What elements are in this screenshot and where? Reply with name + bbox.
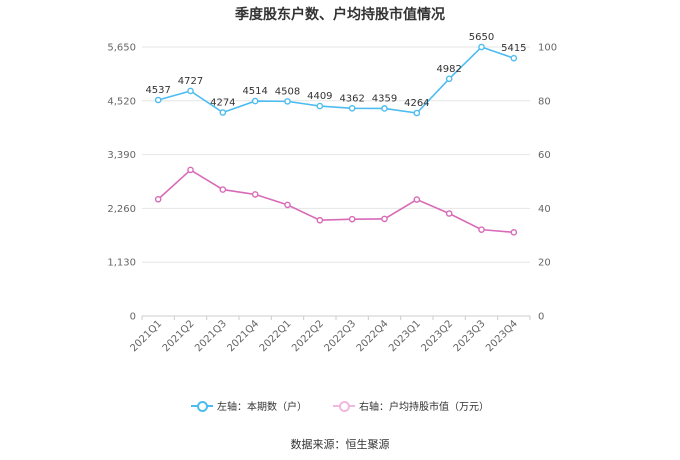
chart-title: 季度股东户数、户均持股市值情况	[235, 7, 445, 23]
data-point	[284, 201, 291, 209]
data-point	[381, 105, 388, 112]
x-tick-label: 2022Q1	[258, 318, 294, 354]
data-label: 4264	[404, 98, 429, 109]
x-tick-label: 2021Q3	[193, 318, 229, 354]
y-left-tick-label: 2,260	[107, 204, 136, 215]
series-line-1	[157, 168, 514, 234]
data-point	[348, 105, 356, 112]
data-point	[187, 87, 194, 95]
x-tick-label: 2023Q3	[452, 318, 488, 354]
legend-label-series-0: 左轴：本期数（户）	[217, 402, 307, 413]
y-right-tick-label: 80	[538, 96, 551, 107]
data-label: 4362	[339, 93, 364, 104]
data-point	[445, 75, 453, 83]
legend-item-series-0[interactable]: 左轴：本期数（户）	[191, 398, 307, 413]
series-line-0	[157, 46, 515, 114]
data-label: 4982	[436, 64, 461, 75]
data-label: 4514	[242, 86, 267, 97]
data-point	[413, 196, 421, 203]
legend-label-series-1: 右轴：户均持股市值（万元）	[359, 402, 489, 413]
data-point	[316, 216, 324, 224]
x-tick-label: 2021Q4	[225, 318, 261, 354]
y-right-tick-label: 60	[538, 150, 551, 161]
y-right-tick-label: 20	[538, 258, 551, 269]
x-tick-label: 2023Q4	[484, 318, 520, 354]
y-left-tick-label: 1,130	[107, 258, 136, 269]
x-tick-label: 2021Q1	[128, 318, 164, 354]
data-point	[478, 43, 485, 51]
source-note: 数据来源：恒生聚源	[290, 438, 390, 451]
data-point	[187, 166, 194, 174]
data-point	[413, 109, 421, 117]
data-point	[381, 215, 388, 223]
legend-swatch-series-1	[333, 400, 355, 412]
data-label: 4409	[307, 91, 332, 102]
y-left-tick-label: 0	[130, 312, 136, 323]
data-label: 4537	[145, 85, 170, 96]
legend-swatch-series-0	[191, 400, 213, 412]
data-label: 5415	[501, 43, 526, 54]
data-point	[219, 186, 227, 193]
data-label: 4727	[178, 76, 203, 87]
chart-legend: 左轴：本期数（户） 右轴：户均持股市值（万元）	[0, 398, 680, 413]
legend-item-series-1[interactable]: 右轴：户均持股市值（万元）	[333, 398, 489, 413]
data-point	[154, 195, 162, 203]
data-point	[510, 229, 518, 236]
data-point	[251, 97, 259, 105]
data-point	[219, 109, 227, 116]
data-point	[154, 96, 162, 104]
data-point	[445, 210, 453, 217]
y-left-tick-label: 5,650	[107, 43, 136, 54]
y-right-tick-label: 0	[538, 312, 544, 323]
data-label: 4508	[275, 86, 300, 97]
y-right-tick-label: 40	[538, 204, 551, 215]
y-left-tick-label: 4,520	[107, 96, 136, 107]
y-right-tick-label: 100	[538, 43, 557, 54]
y-left-tick-label: 3,390	[107, 150, 136, 161]
x-tick-label: 2023Q1	[387, 318, 423, 354]
data-point	[251, 191, 259, 198]
x-tick-label: 2022Q3	[322, 318, 358, 354]
data-label: 4274	[210, 98, 235, 109]
data-point	[284, 98, 291, 105]
data-point	[316, 102, 324, 110]
data-point	[348, 215, 356, 223]
x-tick-label: 2022Q4	[355, 318, 391, 354]
data-label: 4359	[372, 93, 397, 104]
x-tick-label: 2023Q2	[419, 318, 455, 354]
data-point	[510, 54, 518, 62]
data-label: 5650	[469, 32, 494, 43]
x-tick-label: 2021Q2	[161, 318, 197, 354]
x-tick-label: 2022Q2	[290, 318, 326, 354]
data-point	[478, 226, 485, 233]
